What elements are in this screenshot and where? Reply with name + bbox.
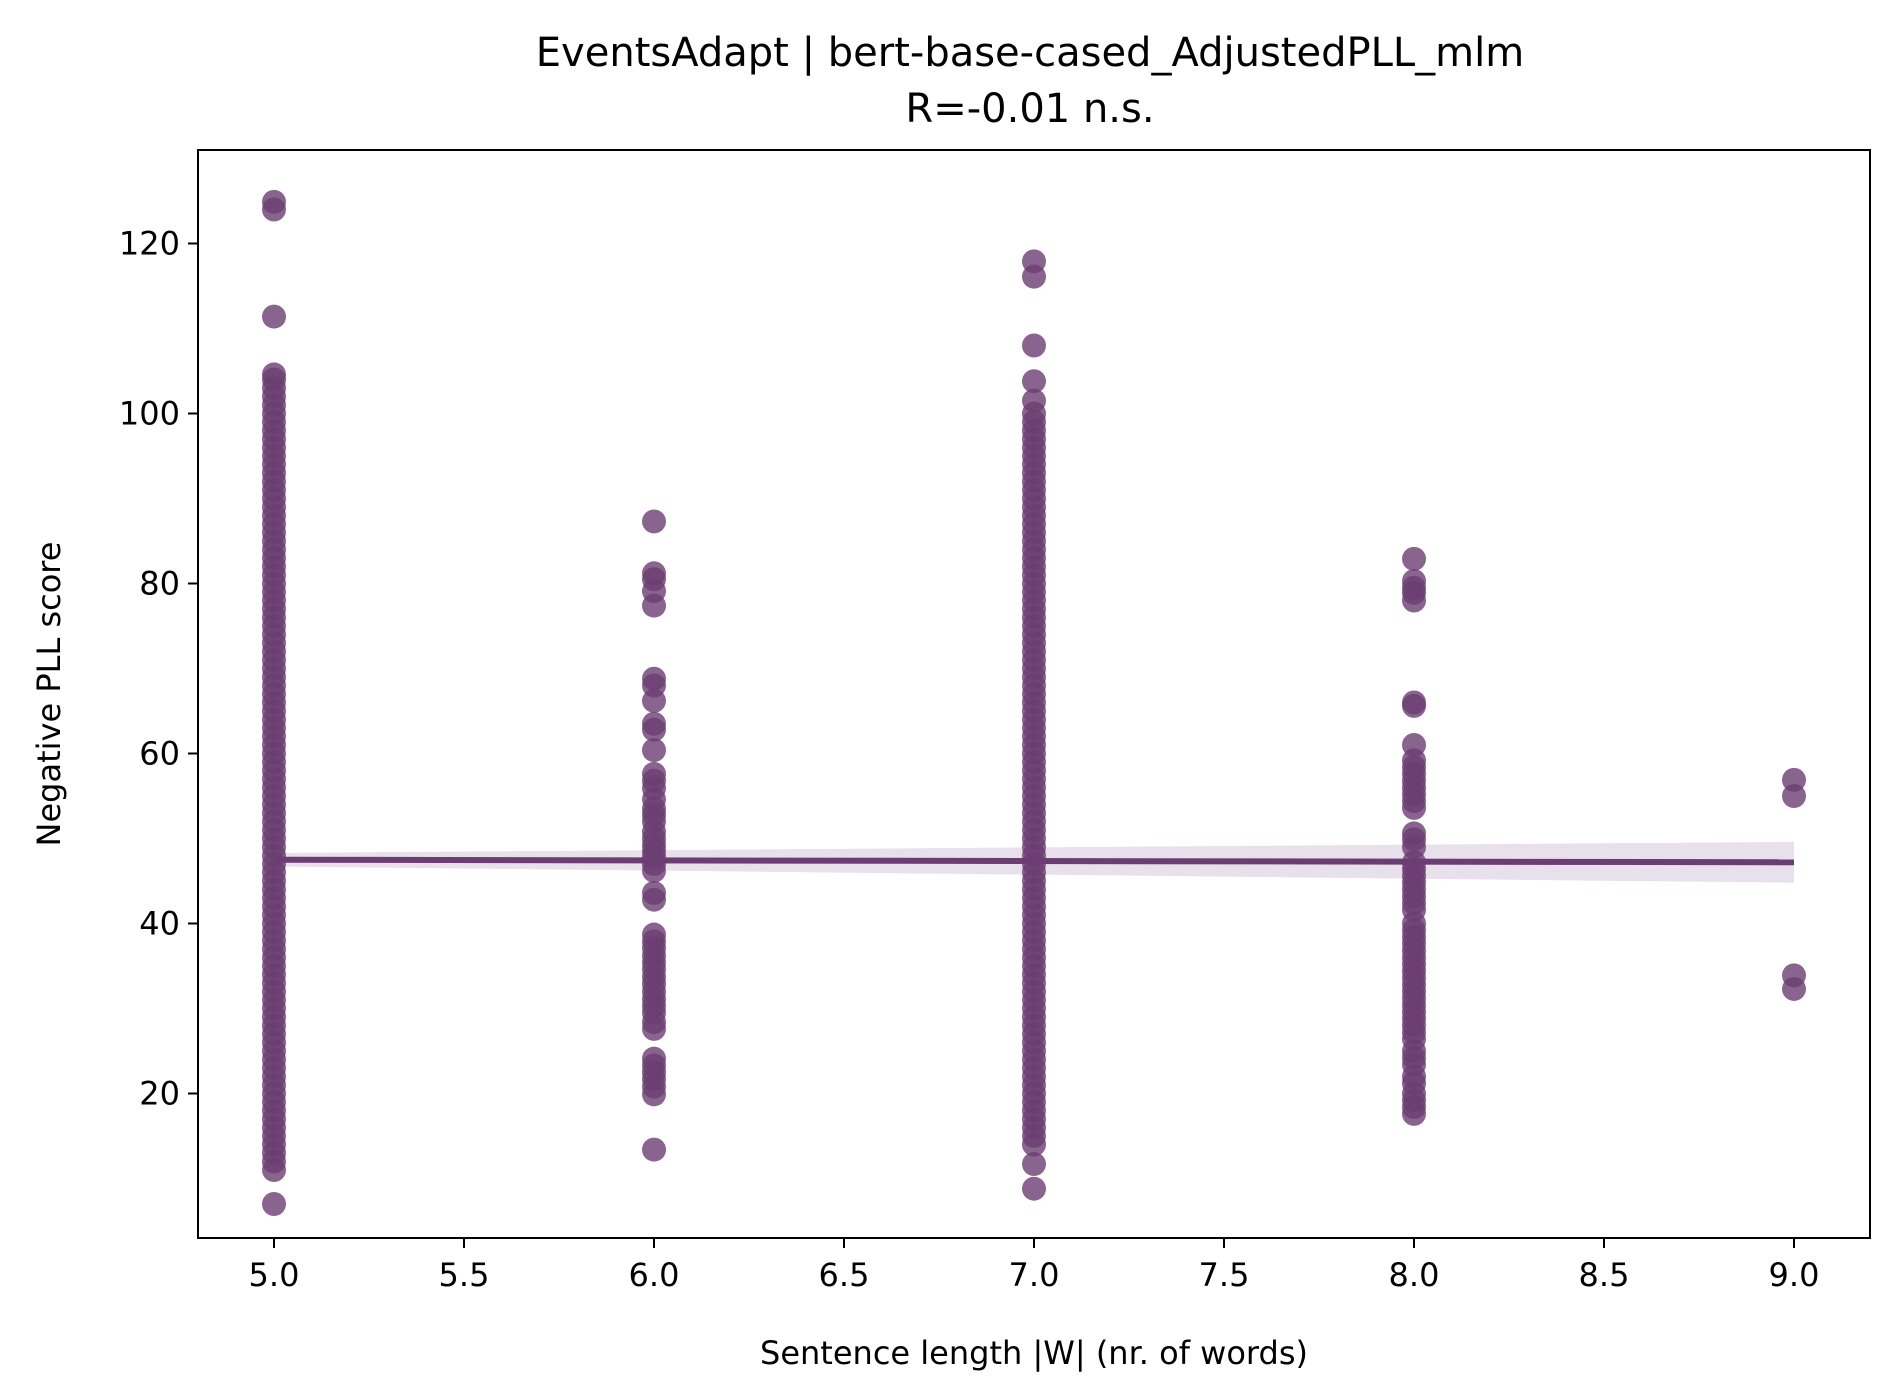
x-tick-label: 9.0 xyxy=(1769,1256,1820,1294)
data-point xyxy=(642,717,666,742)
data-point xyxy=(642,738,666,763)
data-point xyxy=(1402,795,1426,820)
y-tick-label: 120 xyxy=(119,225,180,263)
data-point xyxy=(262,197,286,222)
x-tick-label: 6.5 xyxy=(819,1256,870,1294)
x-axis-ticks: 5.0 5.5 6.0 6.5 7.0 7.5 8.0 8.5 9.0 xyxy=(249,1238,1820,1294)
data-point xyxy=(1022,1152,1046,1177)
data-point xyxy=(642,1082,666,1107)
data-point xyxy=(1022,1132,1046,1157)
data-point xyxy=(642,1016,666,1041)
data-point xyxy=(642,509,666,534)
y-tick-label: 80 xyxy=(139,565,180,603)
x-tick-label: 7.5 xyxy=(1199,1256,1250,1294)
x-tick-label: 5.5 xyxy=(439,1256,490,1294)
data-point xyxy=(642,593,666,618)
data-point xyxy=(642,858,666,883)
data-point xyxy=(1782,976,1806,1001)
y-tick-label: 20 xyxy=(139,1075,180,1113)
data-point xyxy=(262,1192,286,1216)
y-axis-label: Negative PLL score xyxy=(30,542,68,847)
data-point xyxy=(642,887,666,912)
x-tick-label: 6.0 xyxy=(629,1256,680,1294)
data-point xyxy=(1022,369,1046,394)
chart-subtitle: R=-0.01 n.s. xyxy=(905,86,1154,132)
data-point xyxy=(1402,693,1426,718)
data-point xyxy=(1022,1176,1046,1201)
data-point xyxy=(1782,784,1806,808)
x-tick-label: 8.5 xyxy=(1579,1256,1630,1294)
x-axis-label: Sentence length |W| (nr. of words) xyxy=(760,1334,1308,1372)
data-point xyxy=(262,304,286,329)
data-point xyxy=(262,1158,286,1182)
data-point xyxy=(1022,333,1046,358)
y-axis-ticks: 20 40 60 80 100 120 xyxy=(119,225,198,1113)
data-points-layer xyxy=(262,189,1806,1216)
regression-line xyxy=(273,856,1795,866)
data-point xyxy=(1402,546,1426,571)
chart-title: EventsAdapt | bert-base-cased_AdjustedPL… xyxy=(536,30,1524,76)
data-point xyxy=(1022,264,1046,289)
x-tick-label: 7.0 xyxy=(1009,1256,1060,1294)
y-tick-label: 60 xyxy=(139,735,180,773)
data-point xyxy=(1402,1101,1426,1126)
data-point xyxy=(1402,588,1426,613)
regression-line-layer xyxy=(273,856,1795,866)
x-tick-label: 8.0 xyxy=(1389,1256,1440,1294)
data-point xyxy=(642,1137,666,1162)
data-point xyxy=(642,688,666,713)
y-tick-label: 100 xyxy=(119,395,180,433)
x-tick-label: 5.0 xyxy=(249,1256,300,1294)
y-tick-label: 40 xyxy=(139,905,180,943)
